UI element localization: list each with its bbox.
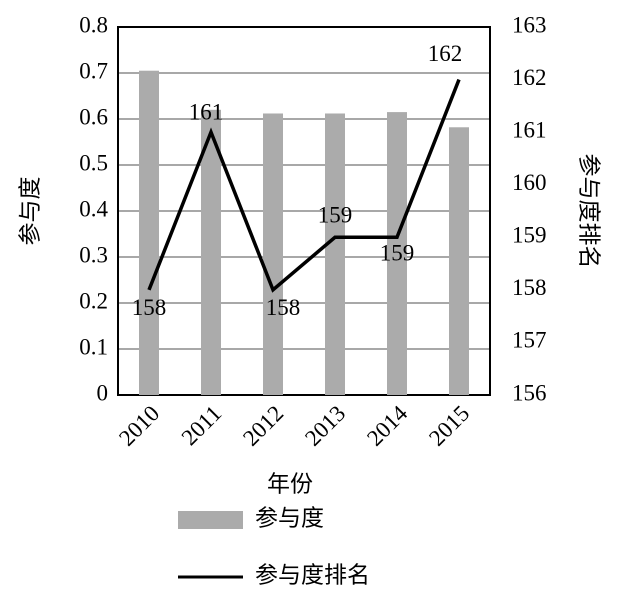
y-tick-label: 0.6 [79,104,108,129]
bar [387,112,407,395]
y-axis-title: 参与度 [17,177,42,246]
y2-tick-label: 161 [512,117,547,142]
bar [325,113,345,395]
y2-tick-label: 163 [512,12,547,37]
x-axis-title: 年份 [267,471,313,496]
y-tick-label: 0.4 [79,196,108,221]
x-tick-label: 2014 [362,400,413,451]
data-label: 159 [318,203,353,228]
y2-tick-label: 160 [512,170,547,195]
x-tick-label: 2011 [177,401,227,451]
y-tick-label: 0.2 [79,288,108,313]
legend-swatch [178,511,243,529]
line [147,78,461,293]
y-tick-label: 0.8 [79,12,108,37]
bar [449,127,469,395]
legend-label: 参与度排名 [255,562,370,587]
x-tick-label: 2012 [238,401,288,451]
data-label: 158 [266,295,301,320]
data-label: 159 [380,241,415,266]
x-tick-label: 2015 [424,401,474,451]
y2-tick-label: 157 [512,328,547,353]
y-tick-label: 0 [97,380,109,405]
data-label: 161 [189,99,224,124]
y-tick-label: 0.1 [79,334,108,359]
y2-tick-label: 162 [512,65,547,90]
x-tick-label: 2013 [300,401,350,451]
y2-tick-label: 156 [512,380,547,405]
bar [263,113,283,395]
y2-axis-title: 参与度排名 [577,154,602,269]
data-label: 162 [428,41,463,66]
x-tick-label: 2010 [114,401,164,451]
y-tick-label: 0.5 [79,150,108,175]
plot-frame [117,26,491,396]
y-tick-label: 0.7 [79,58,108,83]
bar [201,109,221,396]
legend-label: 参与度 [255,505,324,530]
y-tick-label: 0.3 [79,242,108,267]
bar [139,70,159,395]
y2-tick-label: 158 [512,275,547,300]
data-label: 158 [132,295,167,320]
y2-tick-label: 159 [512,223,547,248]
